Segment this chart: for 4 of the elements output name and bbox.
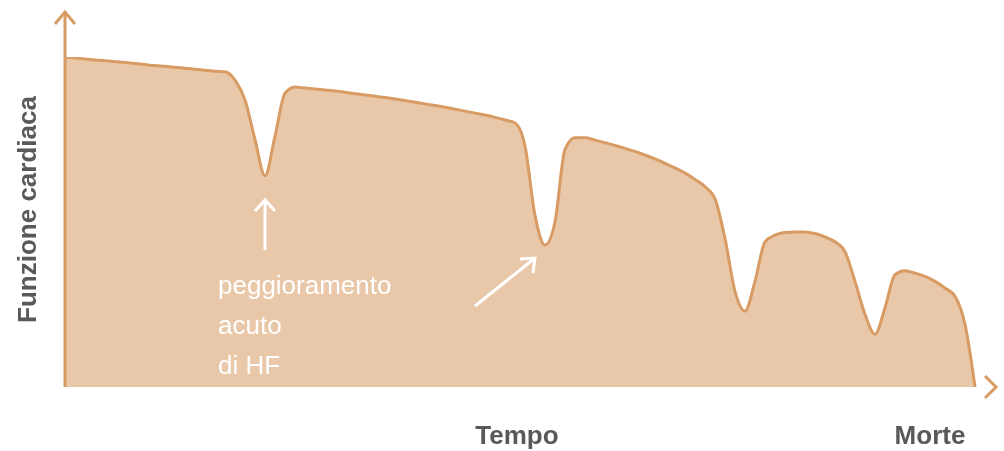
y-axis-title: Funzione cardiaca	[12, 95, 42, 323]
x-axis-title: Tempo	[475, 420, 559, 450]
text: Morte	[894, 420, 966, 450]
annotation: peggioramento acuto di HF	[218, 270, 392, 380]
